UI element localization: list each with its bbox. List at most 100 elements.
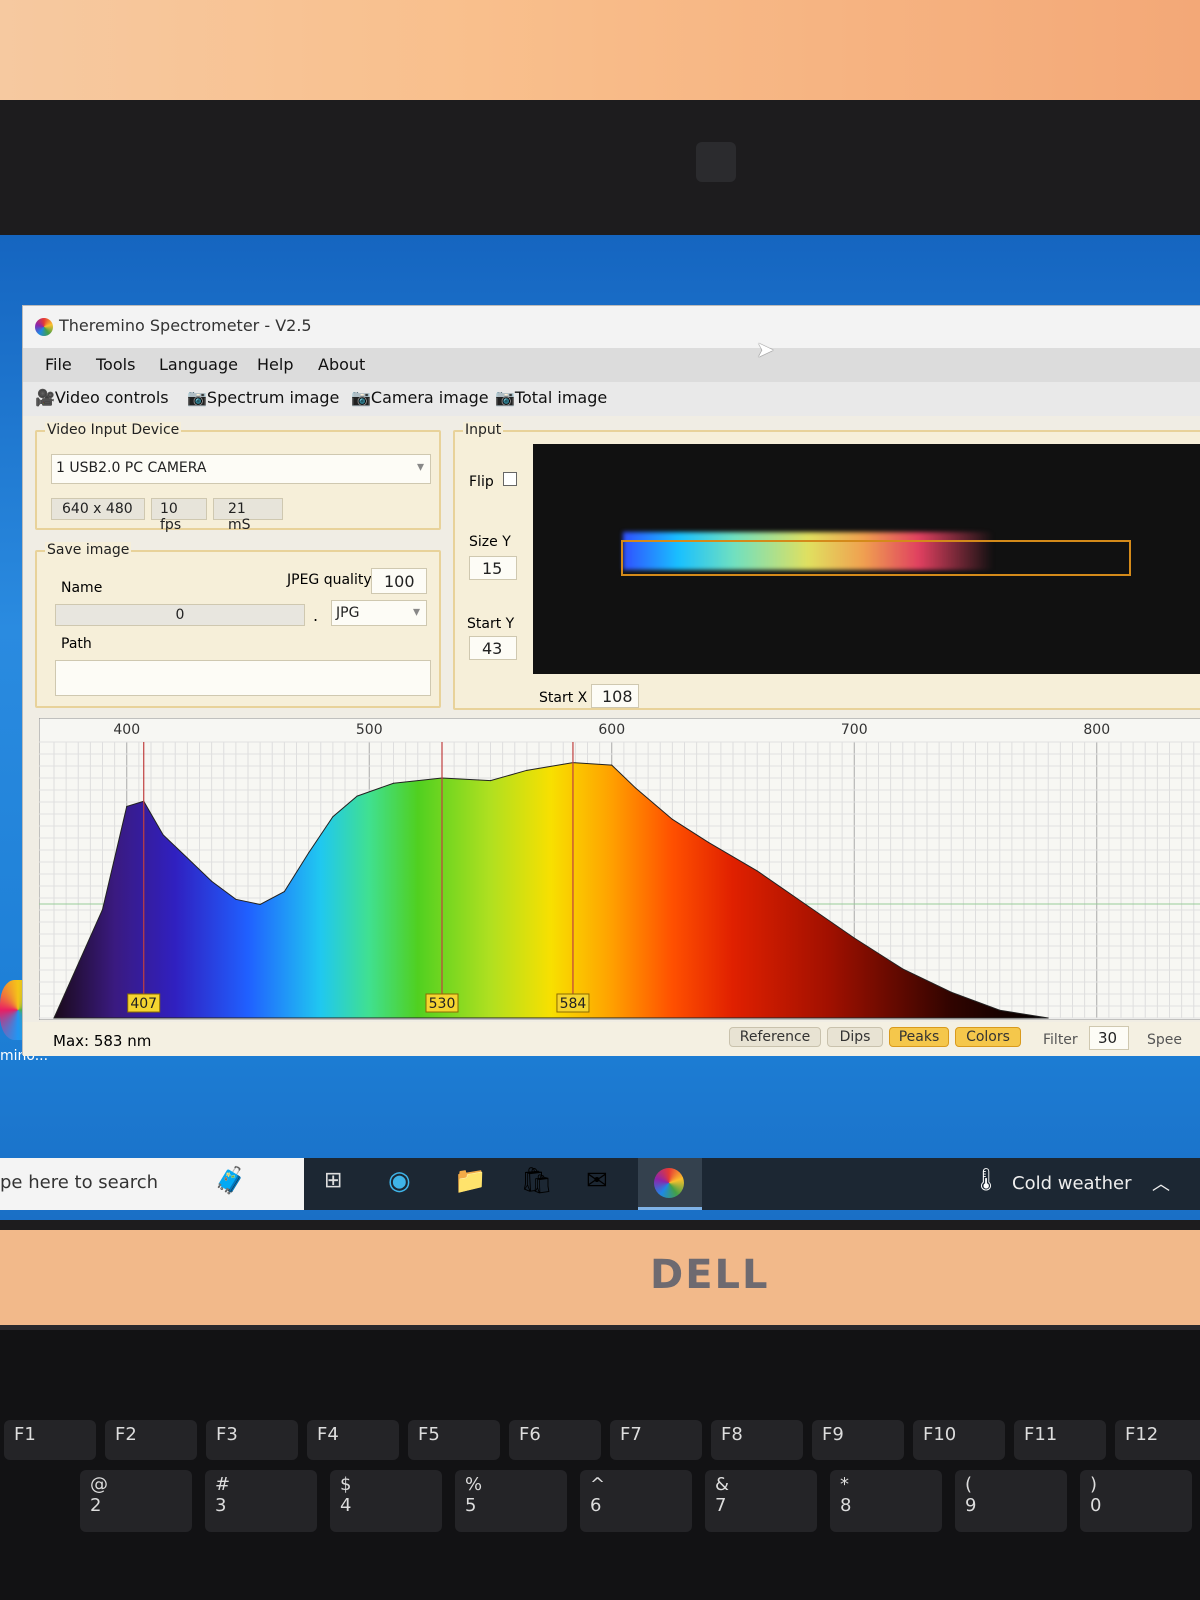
data-point — [999, 1009, 1001, 1011]
start-y-label: Start Y — [467, 616, 515, 632]
mail-icon[interactable]: ✉ — [586, 1166, 608, 1196]
camera-icon: 📷 — [187, 388, 207, 407]
key-5[interactable]: % 5 — [455, 1470, 567, 1532]
data-point — [671, 818, 673, 820]
key-f8[interactable]: F8 — [711, 1420, 803, 1460]
menu-language[interactable]: Language — [159, 355, 238, 374]
theremino-taskbar-button[interactable] — [638, 1158, 702, 1210]
device-select[interactable]: 1 USB2.0 PC CAMERA ▾ — [51, 454, 431, 484]
total-image-button[interactable]: 📷Total image — [495, 388, 608, 407]
key-f12[interactable]: F12 — [1115, 1420, 1200, 1460]
key-f3[interactable]: F3 — [206, 1420, 298, 1460]
key-symbol: * — [840, 1474, 849, 1495]
path-input[interactable] — [55, 660, 431, 696]
toolbar: 🎥Video controls 📷Spectrum image 📷Camera … — [23, 382, 1200, 416]
key-2[interactable]: @2 — [80, 1470, 192, 1532]
key-f7[interactable]: F7 — [610, 1420, 702, 1460]
data-point — [162, 834, 164, 836]
path-label: Path — [61, 636, 92, 652]
chevron-up-icon[interactable]: ︿ — [1152, 1174, 1170, 1195]
webcam-icon — [696, 142, 736, 182]
chevron-down-icon: ▾ — [412, 604, 420, 620]
x-tick-label: 700 — [841, 722, 868, 738]
menu-help[interactable]: Help — [257, 355, 294, 374]
device-value: 1 USB2.0 PC CAMERA — [56, 460, 207, 476]
key-9[interactable]: (9 — [955, 1470, 1067, 1532]
task-view-icon[interactable]: ⊞ — [324, 1168, 343, 1193]
background-wall — [0, 0, 1200, 110]
jpeg-quality-input[interactable]: 100 — [371, 568, 427, 594]
menu-about[interactable]: About — [318, 355, 366, 374]
key-symbol: # — [215, 1474, 231, 1495]
max-wavelength-readout: Max: 583 nm — [53, 1032, 152, 1050]
start-x-label: Start X — [539, 690, 588, 706]
peak-label-box — [556, 993, 590, 1013]
data-point — [1047, 1017, 1049, 1019]
format-select[interactable]: JPG ▾ — [331, 600, 427, 626]
key-0[interactable]: ) 0 — [1080, 1470, 1192, 1532]
key-number: 4 — [340, 1495, 352, 1516]
size-y-input[interactable]: 15 — [469, 556, 517, 580]
fps-field: 10 fps — [151, 498, 207, 533]
taskbar: pe here to search 🧳 ⊞ ◉ 📁 🛍 ✉ 🌡 Cold weat… — [0, 1158, 1200, 1210]
key-number: 7 — [715, 1495, 727, 1516]
chevron-down-icon: ▾ — [416, 459, 424, 475]
dips-button[interactable]: Dips — [827, 1027, 883, 1047]
camera-preview — [533, 444, 1200, 674]
camera-icon: 📷 — [495, 388, 515, 407]
key-f2[interactable]: F2 — [105, 1420, 197, 1460]
app-window: Theremino Spectrometer - V2.5 File Tools… — [22, 305, 1200, 1056]
flip-checkbox[interactable] — [503, 472, 517, 486]
start-y-input[interactable]: 43 — [469, 636, 517, 660]
store-icon[interactable]: 🛍 — [520, 1166, 554, 1196]
menu-file[interactable]: File — [45, 355, 72, 374]
reference-button[interactable]: Reference — [729, 1027, 821, 1047]
colors-button[interactable]: Colors — [955, 1027, 1021, 1047]
spectrum-image-button[interactable]: 📷Spectrum image — [187, 388, 340, 407]
peak-label-box — [127, 993, 161, 1013]
key-number: 0 — [1090, 1495, 1102, 1516]
data-point — [902, 968, 904, 970]
title-bar: Theremino Spectrometer - V2.5 — [23, 306, 1200, 348]
key-f4[interactable]: F4 — [307, 1420, 399, 1460]
menu-tools[interactable]: Tools — [96, 355, 136, 374]
key-3[interactable]: #3 — [205, 1470, 317, 1532]
key-8[interactable]: * 8 — [830, 1470, 942, 1532]
weather-text[interactable]: Cold weather — [1012, 1173, 1132, 1194]
data-point — [393, 782, 394, 784]
key-7[interactable]: & 7 — [705, 1470, 817, 1532]
key-6[interactable]: ^ 6 — [580, 1470, 692, 1532]
start-x-input[interactable]: 108 — [591, 684, 639, 708]
camera-icon: 📷 — [351, 388, 371, 407]
name-input[interactable]: 0 — [55, 604, 305, 626]
data-point — [235, 898, 237, 900]
camera-image-button[interactable]: 📷Camera image — [351, 388, 489, 407]
window-title: Theremino Spectrometer - V2.5 — [59, 316, 312, 335]
key-symbol: & — [715, 1474, 730, 1495]
key-f11[interactable]: F11 — [1014, 1420, 1106, 1460]
data-point — [635, 787, 637, 789]
key-4[interactable]: $4 — [330, 1470, 442, 1532]
key-f1[interactable]: F1 — [4, 1420, 96, 1460]
video-controls-button[interactable]: 🎥Video controls — [35, 388, 169, 407]
selection-rectangle[interactable] — [621, 540, 1131, 576]
data-point — [490, 780, 491, 782]
key-f6[interactable]: F6 — [509, 1420, 601, 1460]
data-point — [332, 816, 334, 818]
size-y-label: Size Y — [469, 534, 511, 550]
data-point — [53, 1017, 55, 1019]
file-explorer-icon[interactable]: 📁 — [454, 1166, 487, 1196]
data-point — [526, 769, 528, 771]
key-f10[interactable]: F10 — [913, 1420, 1005, 1460]
peak-label: 530 — [429, 996, 456, 1012]
data-point — [211, 880, 213, 882]
filter-input[interactable]: 30 — [1089, 1026, 1129, 1050]
key-f9[interactable]: F9 — [812, 1420, 904, 1460]
key-f5[interactable]: F5 — [408, 1420, 500, 1460]
spectrum-area — [53, 762, 1049, 1019]
video-camera-icon: 🎥 — [35, 388, 55, 407]
data-point — [805, 903, 807, 905]
taskbar-search-box[interactable]: pe here to search 🧳 — [0, 1158, 304, 1210]
peaks-button[interactable]: Peaks — [889, 1027, 949, 1047]
edge-browser-icon[interactable]: ◉ — [388, 1166, 411, 1196]
